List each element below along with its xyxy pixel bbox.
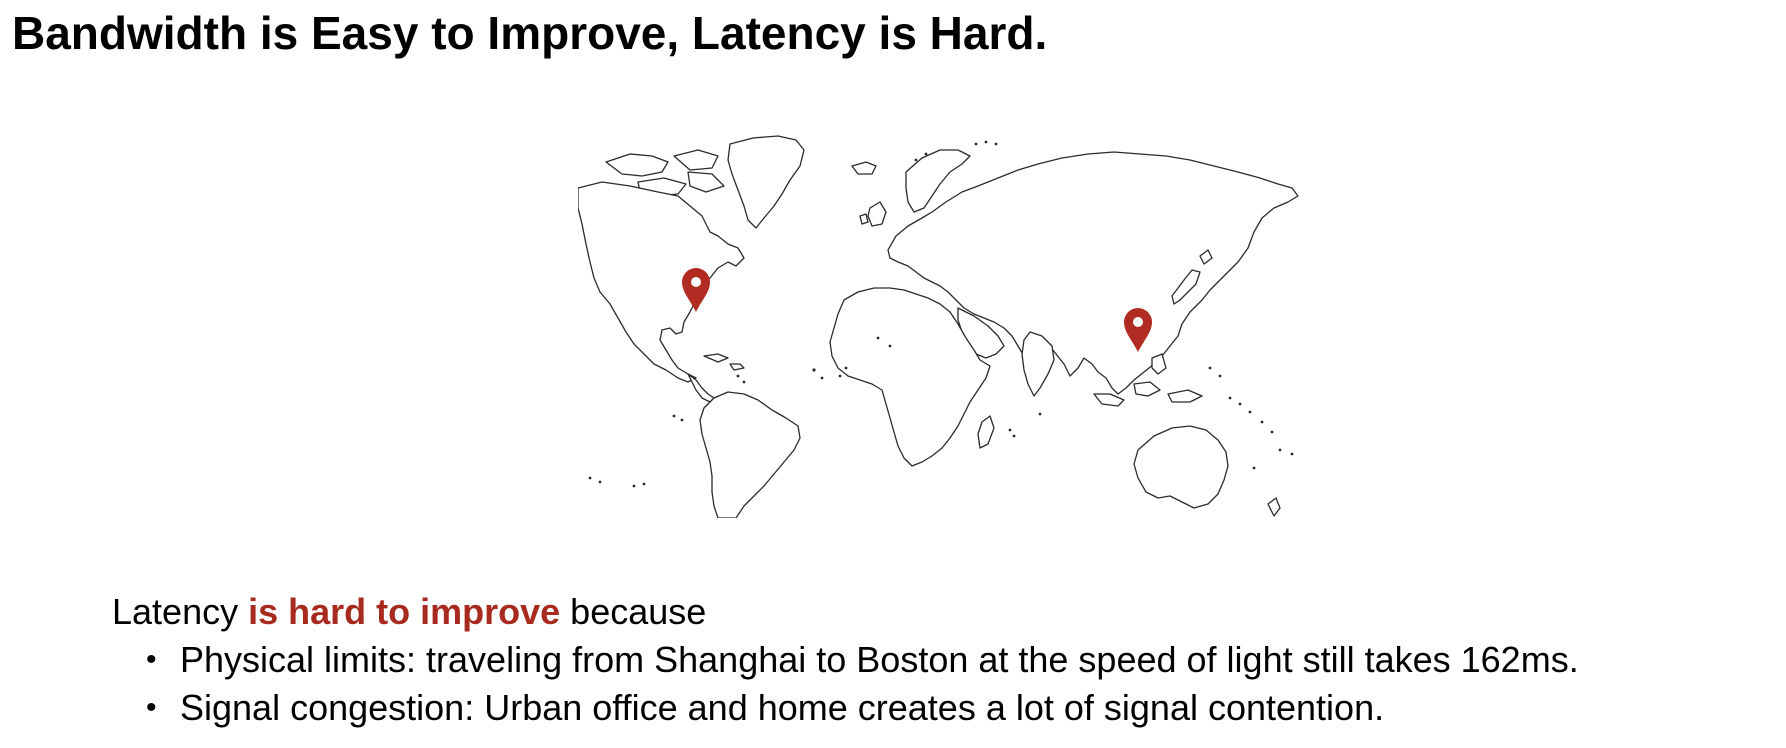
world-map-drawing: [578, 135, 1299, 518]
bullet-icon: •: [146, 643, 157, 676]
lead-start: Latency: [112, 591, 249, 632]
new-zealand-outline: [1267, 497, 1281, 517]
scandinavia-outline: [905, 149, 971, 213]
iceland-outline: [851, 161, 877, 175]
india-outline: [1021, 331, 1055, 397]
south-america-outline: [699, 391, 801, 518]
southeast-asia-islands-outline: [1093, 353, 1203, 407]
arctic-islands-outline: [605, 149, 725, 197]
lead-emphasis: is hard to improve: [248, 591, 561, 632]
slide-title: Bandwidth is Easy to Improve, Latency is…: [12, 7, 1048, 59]
bullet-icon: •: [146, 691, 157, 724]
list-item: • Signal congestion: Urban office and hom…: [146, 684, 1579, 732]
greenland-outline: [727, 135, 805, 229]
north-america-outline: [578, 181, 745, 383]
scattered-islands: [588, 140, 1294, 488]
lead-end: because: [560, 591, 707, 632]
location-pin-shanghai: [1124, 308, 1152, 352]
latency-lead-sentence: Latency is hard to improve because: [112, 588, 1579, 636]
eurasia-outline: [887, 151, 1299, 395]
africa-outline: [829, 287, 991, 467]
bullet-text-physical-limits: Physical limits: traveling from Shanghai…: [180, 639, 1579, 680]
caribbean-islands-outline: [703, 353, 745, 371]
map-pin-icon: [682, 268, 710, 312]
japan-outline: [1171, 249, 1213, 305]
map-pin-icon: [1124, 308, 1152, 352]
central-america-outline: [687, 373, 715, 403]
world-map: [578, 132, 1302, 518]
reason-list: • Physical limits: traveling from Shangha…: [112, 636, 1579, 732]
latency-explanation: Latency is hard to improve because • Phys…: [112, 588, 1579, 732]
australia-outline: [1133, 425, 1229, 509]
madagascar-outline: [977, 415, 995, 449]
british-isles-outline: [859, 201, 887, 227]
list-item: • Physical limits: traveling from Shangha…: [146, 636, 1579, 684]
bullet-text-signal-congestion: Signal congestion: Urban office and home…: [180, 687, 1385, 728]
location-pin-boston: [682, 268, 710, 312]
